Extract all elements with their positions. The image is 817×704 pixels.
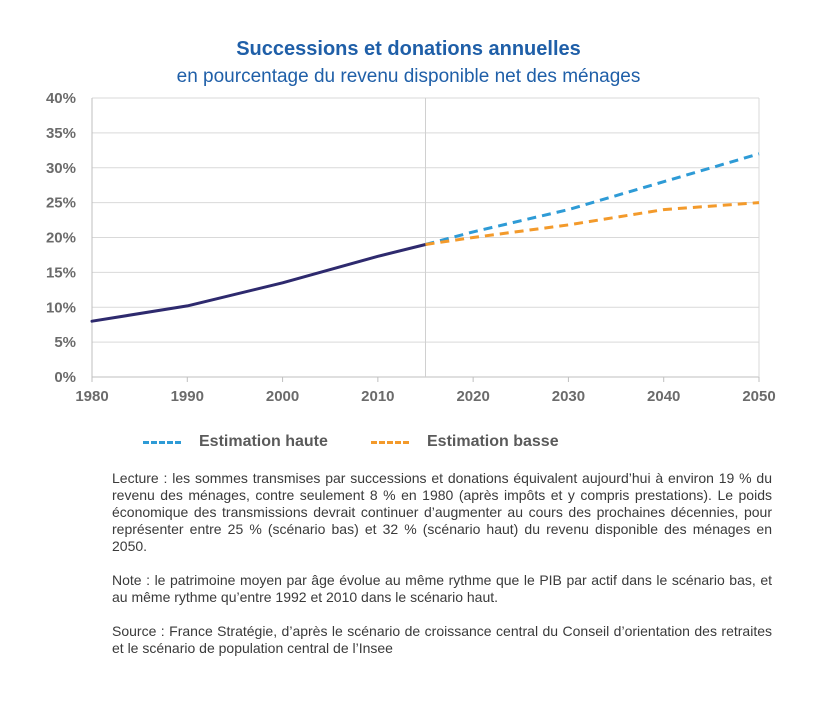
chart-legend: Estimation haute Estimation basse <box>0 433 817 457</box>
legend-label-low: Estimation basse <box>427 433 559 450</box>
legend-swatch-low <box>371 440 409 444</box>
chart-series <box>90 152 760 323</box>
chart-title: Successions et donations annuelles <box>236 38 581 60</box>
x-tick-label: 1980 <box>75 388 108 405</box>
y-tick-label: 40% <box>46 90 76 107</box>
y-tick-label: 5% <box>54 334 76 351</box>
y-axis-ticks: 0% 5% 10% 15% 20% 25% 30% 35% 40% <box>46 90 76 386</box>
x-tick-label: 2000 <box>266 388 299 405</box>
chart-notes: Lecture : les sommes transmises par succ… <box>112 470 772 674</box>
note-lecture: Lecture : les sommes transmises par succ… <box>112 470 772 554</box>
y-tick-label: 20% <box>46 230 76 247</box>
series-line-0 <box>90 243 427 323</box>
y-tick-label: 15% <box>46 264 76 281</box>
x-tick-label: 2030 <box>552 388 585 405</box>
x-tick-label: 2040 <box>647 388 680 405</box>
y-tick-label: 30% <box>46 160 76 177</box>
series-line-1 <box>425 152 760 246</box>
line-chart: 0% 5% 10% 15% 20% 25% 30% 35% 40% 1980 1990 2000 20… <box>46 90 776 405</box>
x-tick-label: 2050 <box>742 388 775 405</box>
x-tick-label: 2010 <box>361 388 394 405</box>
x-tick-label: 1990 <box>171 388 204 405</box>
legend-swatch-high <box>143 440 181 444</box>
series-line-2 <box>425 201 760 246</box>
note-source: Source : France Stratégie, d’après le sc… <box>112 623 772 656</box>
y-tick-label: 25% <box>46 195 76 212</box>
note-methodology: Note : le patrimoine moyen par âge évolu… <box>112 572 772 605</box>
legend-item-low: Estimation basse <box>371 433 559 451</box>
legend-label-high: Estimation haute <box>199 433 328 450</box>
legend-item-high: Estimation haute <box>143 433 328 451</box>
x-axis-ticks: 1980 1990 2000 2010 2020 2030 2040 2050 <box>75 377 776 405</box>
y-tick-label: 35% <box>46 125 76 142</box>
x-tick-label: 2020 <box>456 388 489 405</box>
y-tick-label: 10% <box>46 299 76 316</box>
y-tick-label: 0% <box>54 369 76 386</box>
chart-subtitle: en pourcentage du revenu disponible net … <box>176 66 641 87</box>
chart-grid <box>91 97 760 378</box>
